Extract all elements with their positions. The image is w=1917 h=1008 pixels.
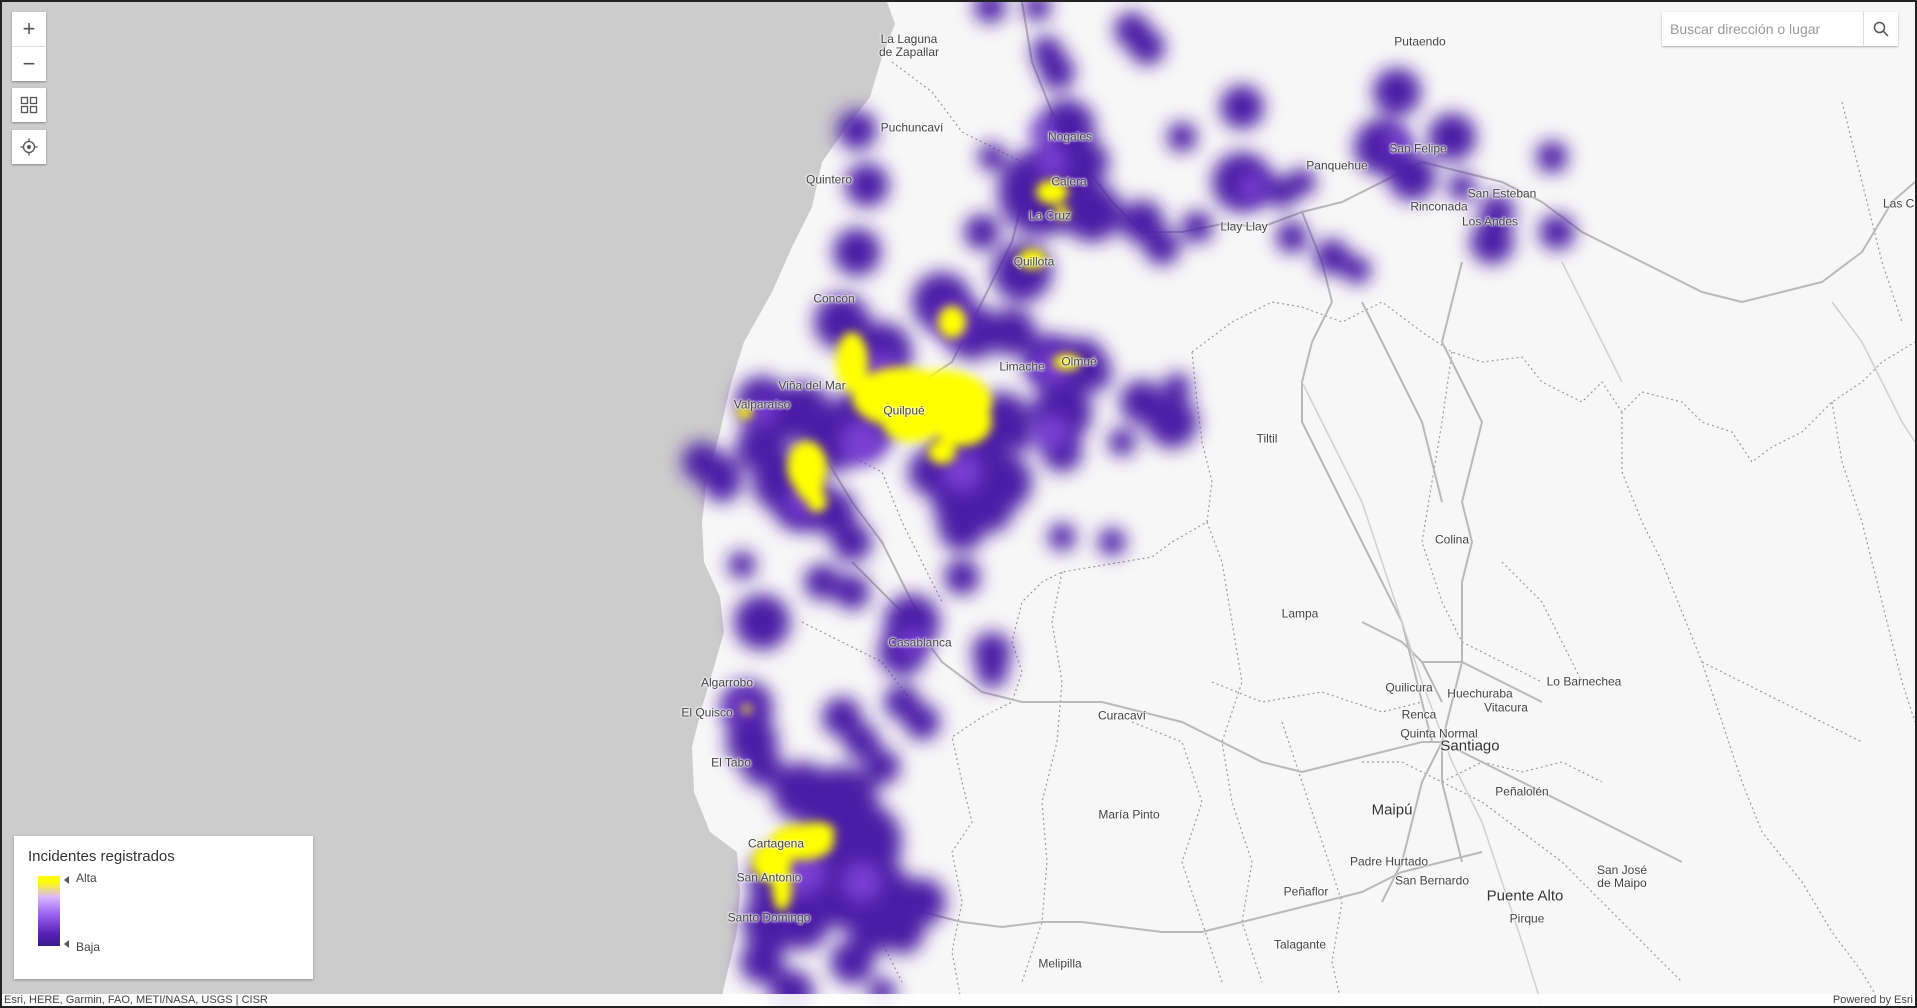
place-label: Valparaíso (733, 397, 791, 412)
place-label: Lampa (1281, 606, 1319, 621)
attribution-sources[interactable]: Esri, HERE, Garmin, FAO, METI/NASA, USGS… (4, 994, 268, 1006)
place-label: Melipilla (1038, 956, 1082, 971)
place-label: Olmué (1061, 354, 1097, 369)
heatmap-high (737, 180, 1081, 911)
place-label: Puchuncaví (880, 120, 944, 135)
heat-color-ramp (38, 876, 60, 946)
place-label: La Cruz (1028, 208, 1072, 223)
place-label: Concón (813, 291, 855, 306)
place-label: Viña del Mar (778, 378, 846, 393)
locate-button[interactable] (12, 130, 46, 164)
place-label: Pirque (1509, 911, 1545, 926)
legend-panel: Incidentes registrados Alta Baja (14, 836, 313, 979)
rivers (1301, 261, 1915, 1006)
legend-label-high: Alta (76, 871, 97, 885)
place-label: Huechuraba (1447, 686, 1513, 701)
place-label: Maipú (1371, 801, 1413, 819)
basemap-gallery-button[interactable] (12, 88, 46, 122)
place-label: Santo Domingo (727, 910, 811, 925)
powered-by-esri[interactable]: Powered by Esri (1832, 994, 1913, 1006)
search-input[interactable] (1662, 12, 1863, 46)
place-label: Quinta Normal (1400, 726, 1478, 741)
place-label: Quintero (805, 172, 853, 187)
place-label: Casablanca (888, 635, 952, 650)
place-label: Curacaví (1097, 708, 1147, 723)
crosshair-icon (20, 138, 38, 156)
place-label: Padre Hurtado (1349, 854, 1429, 869)
search-widget (1662, 12, 1898, 46)
place-label: San Felipe (1389, 141, 1447, 156)
place-label: Peñaflor (1283, 884, 1329, 899)
place-label: Nogales (1047, 129, 1093, 144)
place-label: San Esteban (1467, 186, 1537, 201)
legend-label-low: Baja (76, 940, 101, 954)
place-label: Santiago (1440, 737, 1500, 755)
attribution-bar: Esri, HERE, Garmin, FAO, METI/NASA, USGS… (2, 994, 1915, 1006)
place-label: La Laguna de Zapallar (878, 32, 940, 59)
place-label: Calera (1051, 174, 1087, 189)
place-label: San José de Maipo (1596, 863, 1648, 890)
place-label: Cartagena (747, 836, 805, 851)
ocean (2, 2, 895, 1006)
place-label: Talagante (1273, 937, 1327, 952)
place-label: Putaendo (1394, 34, 1446, 49)
place-label: El Tabo (711, 755, 751, 770)
search-icon (1873, 21, 1889, 37)
search-button[interactable] (1863, 12, 1898, 46)
place-label: Rinconada (1410, 199, 1468, 214)
place-label: San Antonio (736, 870, 802, 885)
legend-tick-high (64, 876, 69, 884)
place-label: Vitacura (1484, 700, 1528, 715)
grid-icon (20, 96, 38, 114)
legend-tick-low (64, 940, 69, 948)
legend-title: Incidentes registrados (28, 848, 175, 865)
place-label: Llay Llay (1220, 219, 1268, 234)
place-label: María Pinto (1098, 807, 1160, 822)
place-label: Limache (999, 359, 1045, 374)
place-label: Panquehue (1306, 158, 1368, 173)
zoom-in-button[interactable]: + (22, 16, 36, 41)
place-label: Algarrobo (700, 675, 754, 690)
place-label: Los Andes (1461, 214, 1519, 229)
zoom-control: + − (12, 12, 46, 81)
place-label: Renca (1401, 707, 1437, 722)
place-label: Tiltil (1256, 431, 1278, 446)
place-label: Colina (1434, 532, 1470, 547)
place-label: Puente Alto (1486, 887, 1564, 905)
place-label: Las Cu (1882, 196, 1915, 211)
place-label: San Bernardo (1394, 873, 1470, 888)
place-label: Lo Barnechea (1546, 674, 1622, 689)
place-label: Quilpué (883, 403, 925, 418)
place-label: Quilicura (1385, 680, 1433, 695)
place-label: Peñalolén (1495, 784, 1549, 799)
place-label: Quillota (1013, 254, 1055, 269)
place-label: El Quisco (681, 705, 733, 720)
zoom-out-button[interactable]: − (12, 46, 46, 81)
